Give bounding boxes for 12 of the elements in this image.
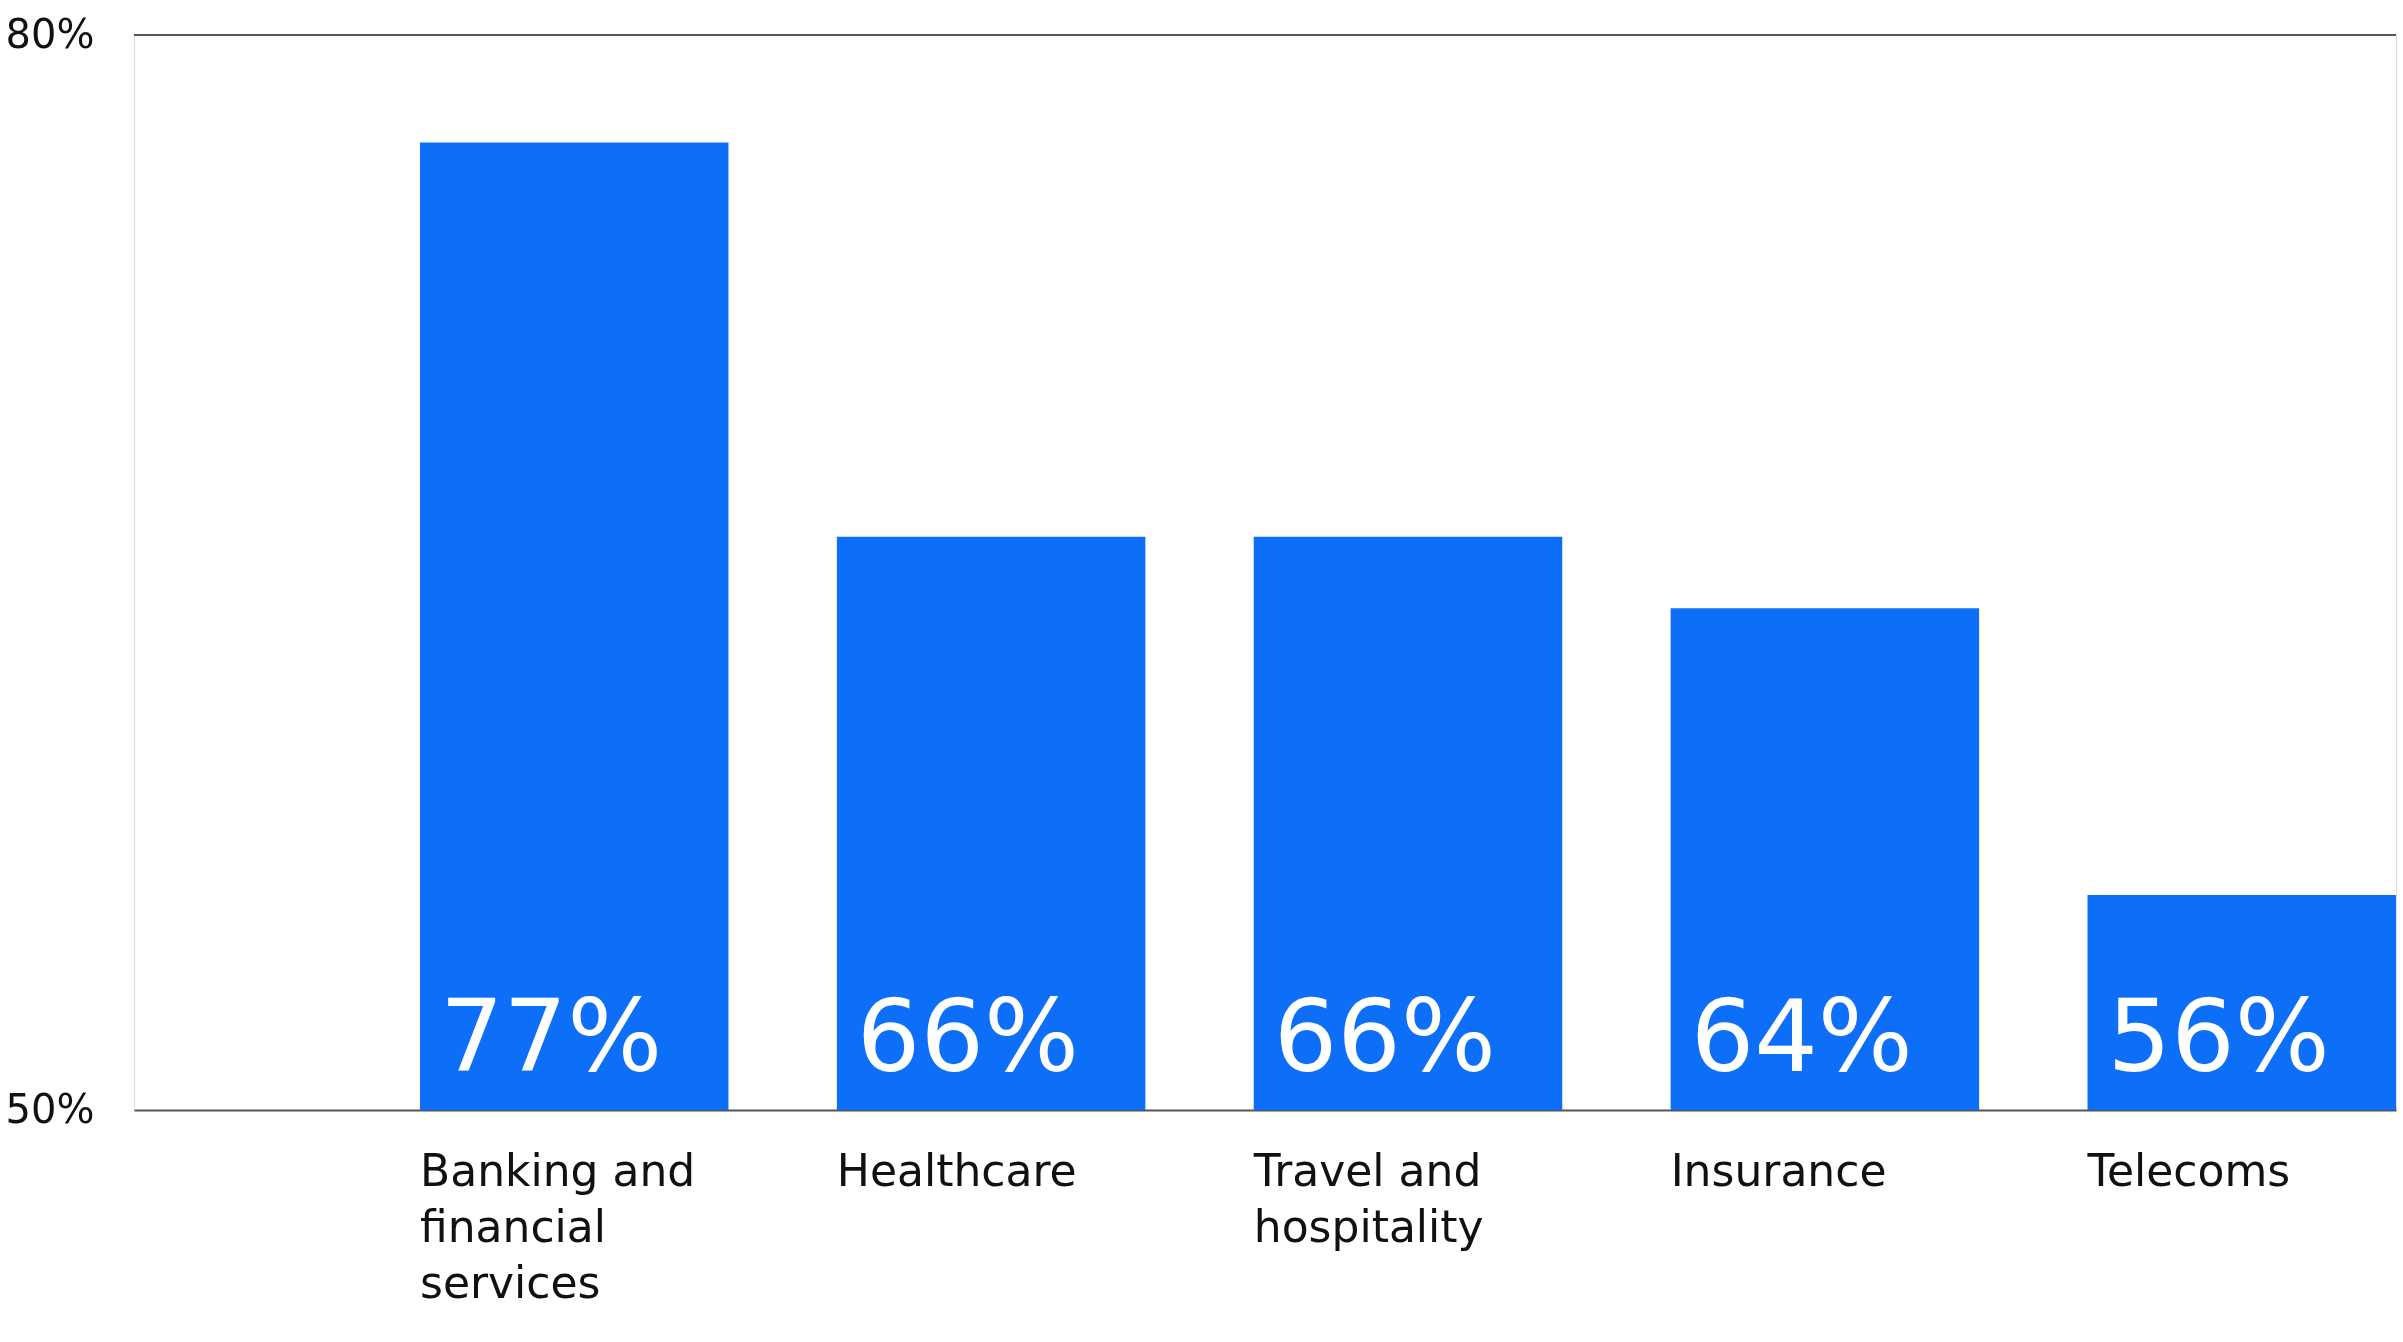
- x-tick-label: Banking and financial services: [419, 1144, 696, 1308]
- x-tick-label: Travel and hospitality: [1252, 1144, 1484, 1252]
- data-label: 77%: [439, 978, 663, 1095]
- x-tick-label: Healthcare: [836, 1144, 1077, 1196]
- data-label: 66%: [856, 978, 1080, 1095]
- y-tick-label: 50%: [5, 1085, 95, 1132]
- data-label: 66%: [1273, 978, 1497, 1095]
- y-tick-label: 80%: [5, 10, 95, 57]
- x-tick-label: Insurance: [1670, 1144, 1887, 1196]
- data-label: 64%: [1690, 978, 1913, 1095]
- data-label: 56%: [2107, 978, 2330, 1095]
- x-tick-label: Telecoms: [2086, 1144, 2291, 1196]
